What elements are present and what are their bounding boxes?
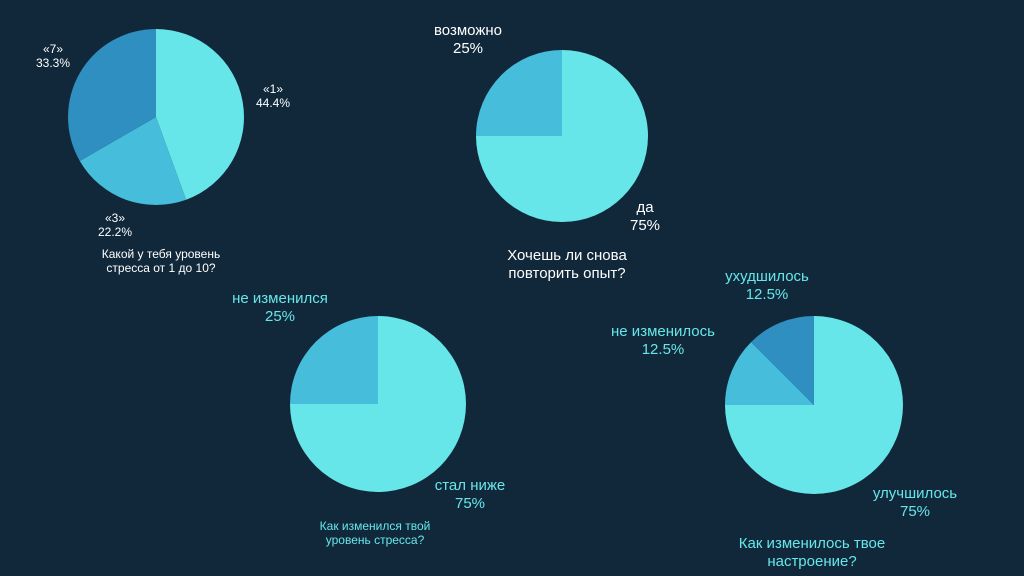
slice-value: 12.5% xyxy=(745,286,789,303)
pie-slice-не-изменился xyxy=(290,316,378,404)
slice-name: «1» xyxy=(262,82,284,96)
slice-value: 75% xyxy=(629,217,661,234)
slice-label-stal-nizhe: стал ниже 75% xyxy=(420,477,520,513)
slice-value: 25% xyxy=(264,308,296,325)
slice-name: не изменилось xyxy=(611,323,715,340)
slice-name: да xyxy=(636,199,654,216)
chart-title-1: Какой у тебя уровень стресса от 1 до 10? xyxy=(101,247,221,276)
slice-name: улучшилось xyxy=(872,485,958,502)
slice-label-ne-izmenilsya: не изменился 25% xyxy=(220,290,340,326)
slice-value: 75% xyxy=(454,495,486,512)
slice-value: 25% xyxy=(452,40,484,57)
pie-slice-ухудшилось xyxy=(751,316,814,405)
pie-slice-возможно xyxy=(476,50,562,136)
pie-slice-не-изменилось xyxy=(725,342,814,405)
slice-label-ne-izmenilos: не изменилось 12.5% xyxy=(588,323,738,359)
slice-label-da: да 75% xyxy=(620,199,670,235)
slice-name: стал ниже xyxy=(434,477,506,494)
slice-label-vozmozhno: возможно 25% xyxy=(418,22,518,58)
slice-label-uhudshilos: ухудшилось 12.5% xyxy=(702,268,832,304)
slice-name: «3» xyxy=(104,211,126,225)
pie-slice-1 xyxy=(156,29,244,200)
slice-name: возможно xyxy=(434,22,502,39)
chart-title-4: Как изменилось твое настроение? xyxy=(738,535,886,570)
pie-slice-3 xyxy=(79,117,187,205)
slice-label-1: «1» 44.4% xyxy=(248,82,298,111)
slice-name: «7» xyxy=(42,42,64,56)
slice-value: 44.4% xyxy=(255,96,291,111)
slice-label-3: «3» 22.2% xyxy=(90,211,140,240)
pie-slice-7 xyxy=(68,29,156,161)
slice-value: 12.5% xyxy=(641,341,685,358)
chart-title-3: Как изменился твой уровень стресса? xyxy=(319,519,431,548)
slice-value: 22.2% xyxy=(97,225,133,240)
slice-label-uluchshilos: улучшилось 75% xyxy=(855,485,975,521)
slice-value: 75% xyxy=(899,503,931,520)
slice-name: не изменился xyxy=(232,290,328,307)
slice-value: 33.3% xyxy=(35,56,71,71)
chart-title-2: Хочешь ли снова повторить опыт? xyxy=(507,247,627,282)
slice-label-7: «7» 33.3% xyxy=(28,42,78,71)
slice-name: ухудшилось xyxy=(725,268,809,285)
